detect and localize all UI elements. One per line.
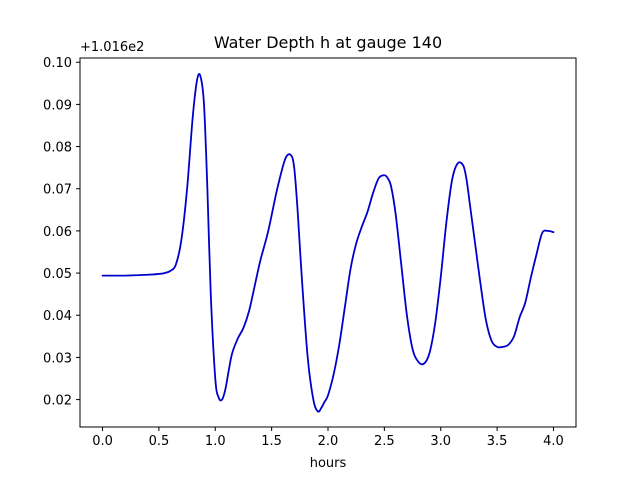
y-tick-label: 0.05 (43, 267, 72, 282)
y-tick-label: 0.02 (43, 394, 72, 409)
x-tick-label: 1.0 (205, 434, 226, 449)
x-tick-label: 3.0 (430, 434, 451, 449)
plot-frame (79, 57, 577, 428)
y-tick-label: 0.04 (43, 309, 72, 324)
y-tick-label: 0.07 (43, 183, 72, 198)
x-tick-label: 1.5 (261, 434, 282, 449)
y-axis-ticks: 0.02 0.03 0.04 0.05 0.06 0.07 0.08 0.09 0.10 (43, 56, 80, 409)
y-tick-label: 0.09 (43, 98, 72, 113)
y-tick-label: 0.03 (43, 351, 72, 366)
x-axis-ticks: 0.0 0.5 1.0 1.5 2.0 2.5 3.0 3.5 4.0 (92, 427, 564, 449)
x-tick-label: 0.5 (149, 434, 170, 449)
y-offset-text: +1.016e2 (80, 40, 144, 55)
y-tick-label: 0.06 (43, 225, 72, 240)
x-tick-label: 2.5 (374, 434, 395, 449)
series-line (101, 73, 555, 413)
chart-title: Water Depth h at gauge 140 (214, 33, 442, 52)
y-tick-label: 0.08 (43, 141, 72, 156)
x-axis-label: hours (310, 456, 347, 471)
x-tick-label: 4.0 (543, 434, 564, 449)
x-tick-label: 0.0 (92, 434, 113, 449)
x-tick-label: 2.0 (318, 434, 339, 449)
y-tick-label: 0.10 (43, 56, 72, 71)
x-tick-label: 3.5 (487, 434, 508, 449)
